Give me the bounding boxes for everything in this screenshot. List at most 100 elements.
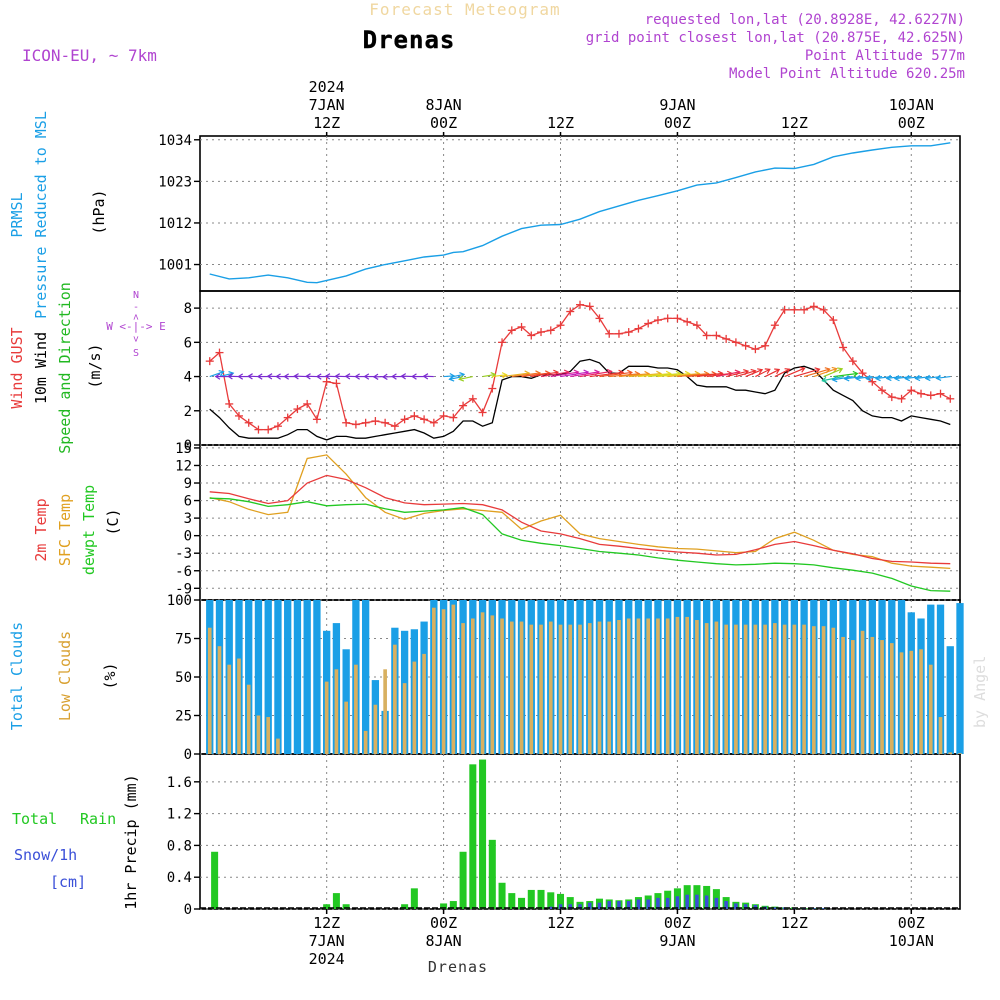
wind-dir-arrowhead: [228, 371, 235, 378]
low-cloud-bar: [480, 612, 485, 754]
y-tick-label: 12: [175, 458, 192, 474]
y-tick-label: 50: [175, 670, 192, 686]
wind-dir-arrowhead: [774, 368, 781, 375]
wind-dir-arrowhead: [874, 374, 881, 382]
time-label-top: 00Z: [430, 114, 457, 132]
y-tick-label: 3: [184, 511, 192, 527]
low-cloud-bar: [899, 652, 904, 754]
rain-bar: [410, 888, 418, 909]
wind-dir-arrow: [657, 372, 690, 378]
wind-dir-arrow: [936, 375, 951, 379]
low-cloud-bar: [578, 624, 582, 754]
model-altitude: Model Point Altitude 620.25m: [729, 66, 965, 82]
y-tick-label: 8: [184, 301, 192, 317]
wind-dir-arrow: [550, 371, 579, 378]
total-cloud-bar: [254, 600, 263, 754]
low-cloud-bar: [617, 620, 621, 754]
snow-bar: [665, 897, 670, 909]
rain-bar: [323, 904, 331, 909]
wind-dir-arrowhead: [422, 373, 429, 380]
snow-bar: [597, 902, 602, 909]
y-tick-label: 15: [175, 441, 192, 457]
snow-bar: [636, 899, 641, 909]
time-label-top: 2024: [309, 78, 345, 96]
compass-n: N: [133, 290, 139, 301]
time-label-top: 00Z: [664, 114, 691, 132]
total-cloud-bar: [313, 600, 321, 754]
snow-bar: [617, 901, 621, 909]
wind-dir-arrowhead: [904, 374, 911, 382]
snow-bar: [743, 904, 748, 909]
t2m-line: [209, 474, 951, 565]
wind-dir-arrow: [453, 373, 465, 378]
low-cloud-bar: [276, 738, 280, 754]
low-cloud-bar: [938, 717, 943, 754]
wind-dir-arrow: [677, 373, 709, 378]
y-tick-label: 1034: [158, 133, 192, 149]
precip-rain-label: Rain: [80, 810, 116, 828]
wind-dir-arrowhead: [458, 375, 465, 382]
snow-bar: [549, 906, 553, 909]
time-label-top: 8JAN: [426, 96, 462, 114]
wind-dir-arrow: [822, 375, 844, 382]
wind-dir-arrowhead: [275, 373, 281, 380]
total-cloud-bar: [284, 600, 292, 754]
wind-dir-arrow: [784, 367, 805, 378]
wind-dir-arrow: [794, 368, 820, 378]
rain-bar: [332, 893, 340, 909]
pressure-label-long: Pressure Reduced to MSL: [32, 111, 50, 319]
low-cloud-bar: [714, 621, 719, 754]
wind-dir-arrowhead: [837, 367, 844, 374]
snow-bar: [626, 901, 631, 909]
snow-bar: [704, 895, 709, 909]
low-cloud-bar: [695, 620, 699, 754]
wind-dir-arrow: [886, 375, 902, 380]
grid-point-coords: grid point closest lon,lat (20.875E, 42.…: [586, 30, 965, 46]
time-label-bottom: 9JAN: [659, 932, 695, 950]
low-cloud-bar: [207, 627, 212, 754]
low-cloud-bar: [919, 649, 923, 754]
y-tick-label: 1012: [158, 216, 192, 232]
low-cloud-bar: [393, 644, 397, 754]
rain-bar: [537, 889, 545, 909]
wind-dir-arrowhead: [237, 373, 244, 380]
y-tick-label: 9: [184, 476, 192, 492]
y-tick-label: -9: [175, 581, 192, 597]
low-cloud-bar: [412, 661, 417, 754]
low-cloud-bar: [636, 618, 641, 754]
rain-bar: [547, 892, 555, 909]
low-cloud-bar: [237, 658, 241, 754]
time-label-bottom: 12Z: [547, 914, 574, 932]
wind-dir-arrowhead: [448, 375, 455, 382]
wind-dir-arrowhead: [885, 374, 892, 382]
wind-dir-arrow: [716, 371, 740, 378]
wind-dir-arrow: [648, 372, 681, 378]
low-cloud-bar: [607, 621, 612, 754]
wind-dir-arrowhead: [381, 373, 388, 380]
low-cloud-bar: [217, 646, 222, 754]
total-cloud-bar: [303, 600, 311, 754]
wind-dir-arrow: [609, 373, 640, 378]
pressure-unit: (hPa): [90, 189, 108, 234]
snow-bar: [607, 901, 611, 909]
low-cloud-bar: [500, 618, 504, 754]
wind-dir-arrowhead: [247, 373, 253, 380]
wind-dir-arrowhead: [757, 368, 764, 375]
time-label-bottom: 12Z: [313, 914, 340, 932]
low-cloud-bar: [928, 664, 933, 754]
wind-dir-arrow: [696, 372, 723, 378]
wind-dir-arrowhead: [831, 376, 838, 383]
wind-dir-arrowhead: [354, 373, 360, 380]
temp-unit: (C): [104, 508, 122, 535]
compass-we: W <-|-> E: [106, 320, 166, 333]
low-cloud-bar: [227, 664, 232, 754]
total-cloud-bar: [264, 600, 272, 754]
wind-dir-arrow: [459, 375, 473, 380]
sfc-temp-label: SFC Temp: [56, 494, 74, 566]
low-cloud-bar: [402, 683, 407, 754]
low-cloud-bar: [432, 607, 436, 754]
dewpt-label: dewpt Temp: [80, 485, 98, 575]
wind-dir-arrowhead: [784, 368, 791, 374]
requested-coords: requested lon,lat (20.8928E, 42.6227N): [645, 12, 965, 28]
y-tick-label: 1023: [158, 174, 192, 190]
